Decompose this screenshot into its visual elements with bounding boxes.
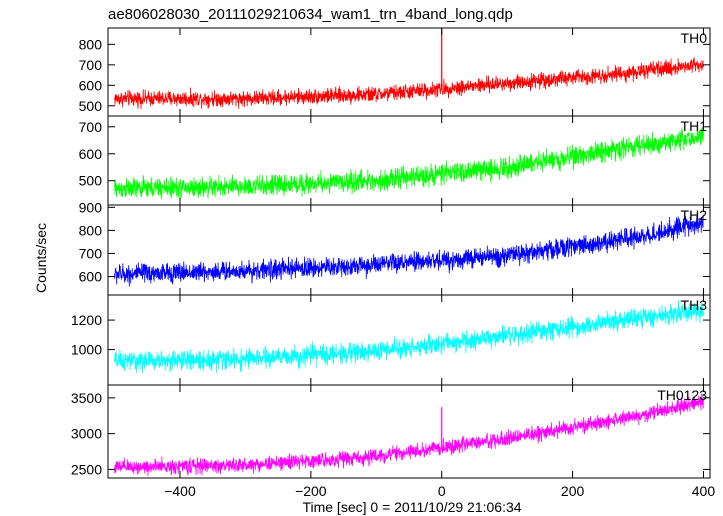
y-tick-label: 600 bbox=[79, 269, 103, 285]
series-line-th1 bbox=[114, 126, 704, 200]
y-axis-label: Counts/sec bbox=[33, 223, 49, 293]
plot-title: ae806028030_20111029210634_wam1_trn_4ban… bbox=[108, 6, 513, 23]
x-tick-label: −200 bbox=[295, 483, 327, 499]
panel-label-th0: TH0 bbox=[681, 30, 708, 46]
series-line-th0123 bbox=[114, 393, 704, 476]
x-tick-label: 200 bbox=[561, 483, 585, 499]
series-line-th3 bbox=[114, 300, 704, 374]
panel-frame-th2 bbox=[107, 204, 711, 296]
y-tick-label: 800 bbox=[79, 222, 103, 238]
y-tick-label: 500 bbox=[79, 173, 103, 189]
panel-label-th3: TH3 bbox=[681, 297, 708, 313]
y-tick-label: 2500 bbox=[71, 461, 102, 477]
x-axis-label: Time [sec] 0 = 2011/10/29 21:06:34 bbox=[302, 499, 521, 515]
y-tick-label: 600 bbox=[79, 146, 103, 162]
x-tick-label: 0 bbox=[438, 483, 446, 499]
panel-label-th2: TH2 bbox=[681, 207, 708, 223]
y-tick-label: 3000 bbox=[71, 426, 102, 442]
series-line-th2 bbox=[114, 214, 704, 287]
panel-frame-th3 bbox=[107, 294, 711, 386]
y-tick-label: 700 bbox=[79, 57, 103, 73]
panel-label-th0123: TH0123 bbox=[657, 387, 707, 403]
panels-group: 500 600 700 800 TH0 500 600 700 TH1 600 700 800 900 T… bbox=[71, 27, 716, 499]
panel-frame-th0123 bbox=[107, 384, 711, 479]
y-tick-label: 900 bbox=[79, 199, 103, 215]
y-tick-label: 700 bbox=[79, 119, 103, 135]
x-tick-label: −400 bbox=[164, 483, 196, 499]
y-tick-label: 500 bbox=[79, 98, 103, 114]
y-tick-label: 3500 bbox=[71, 390, 102, 406]
x-tick-label: 400 bbox=[692, 483, 716, 499]
panel-label-th1: TH1 bbox=[681, 118, 708, 134]
y-tick-label: 600 bbox=[79, 77, 103, 93]
y-tick-label: 1000 bbox=[71, 342, 102, 358]
y-tick-label: 1200 bbox=[71, 312, 102, 328]
series-line-th0 bbox=[114, 57, 704, 109]
y-tick-label: 800 bbox=[79, 36, 103, 52]
y-tick-label: 700 bbox=[79, 245, 103, 261]
